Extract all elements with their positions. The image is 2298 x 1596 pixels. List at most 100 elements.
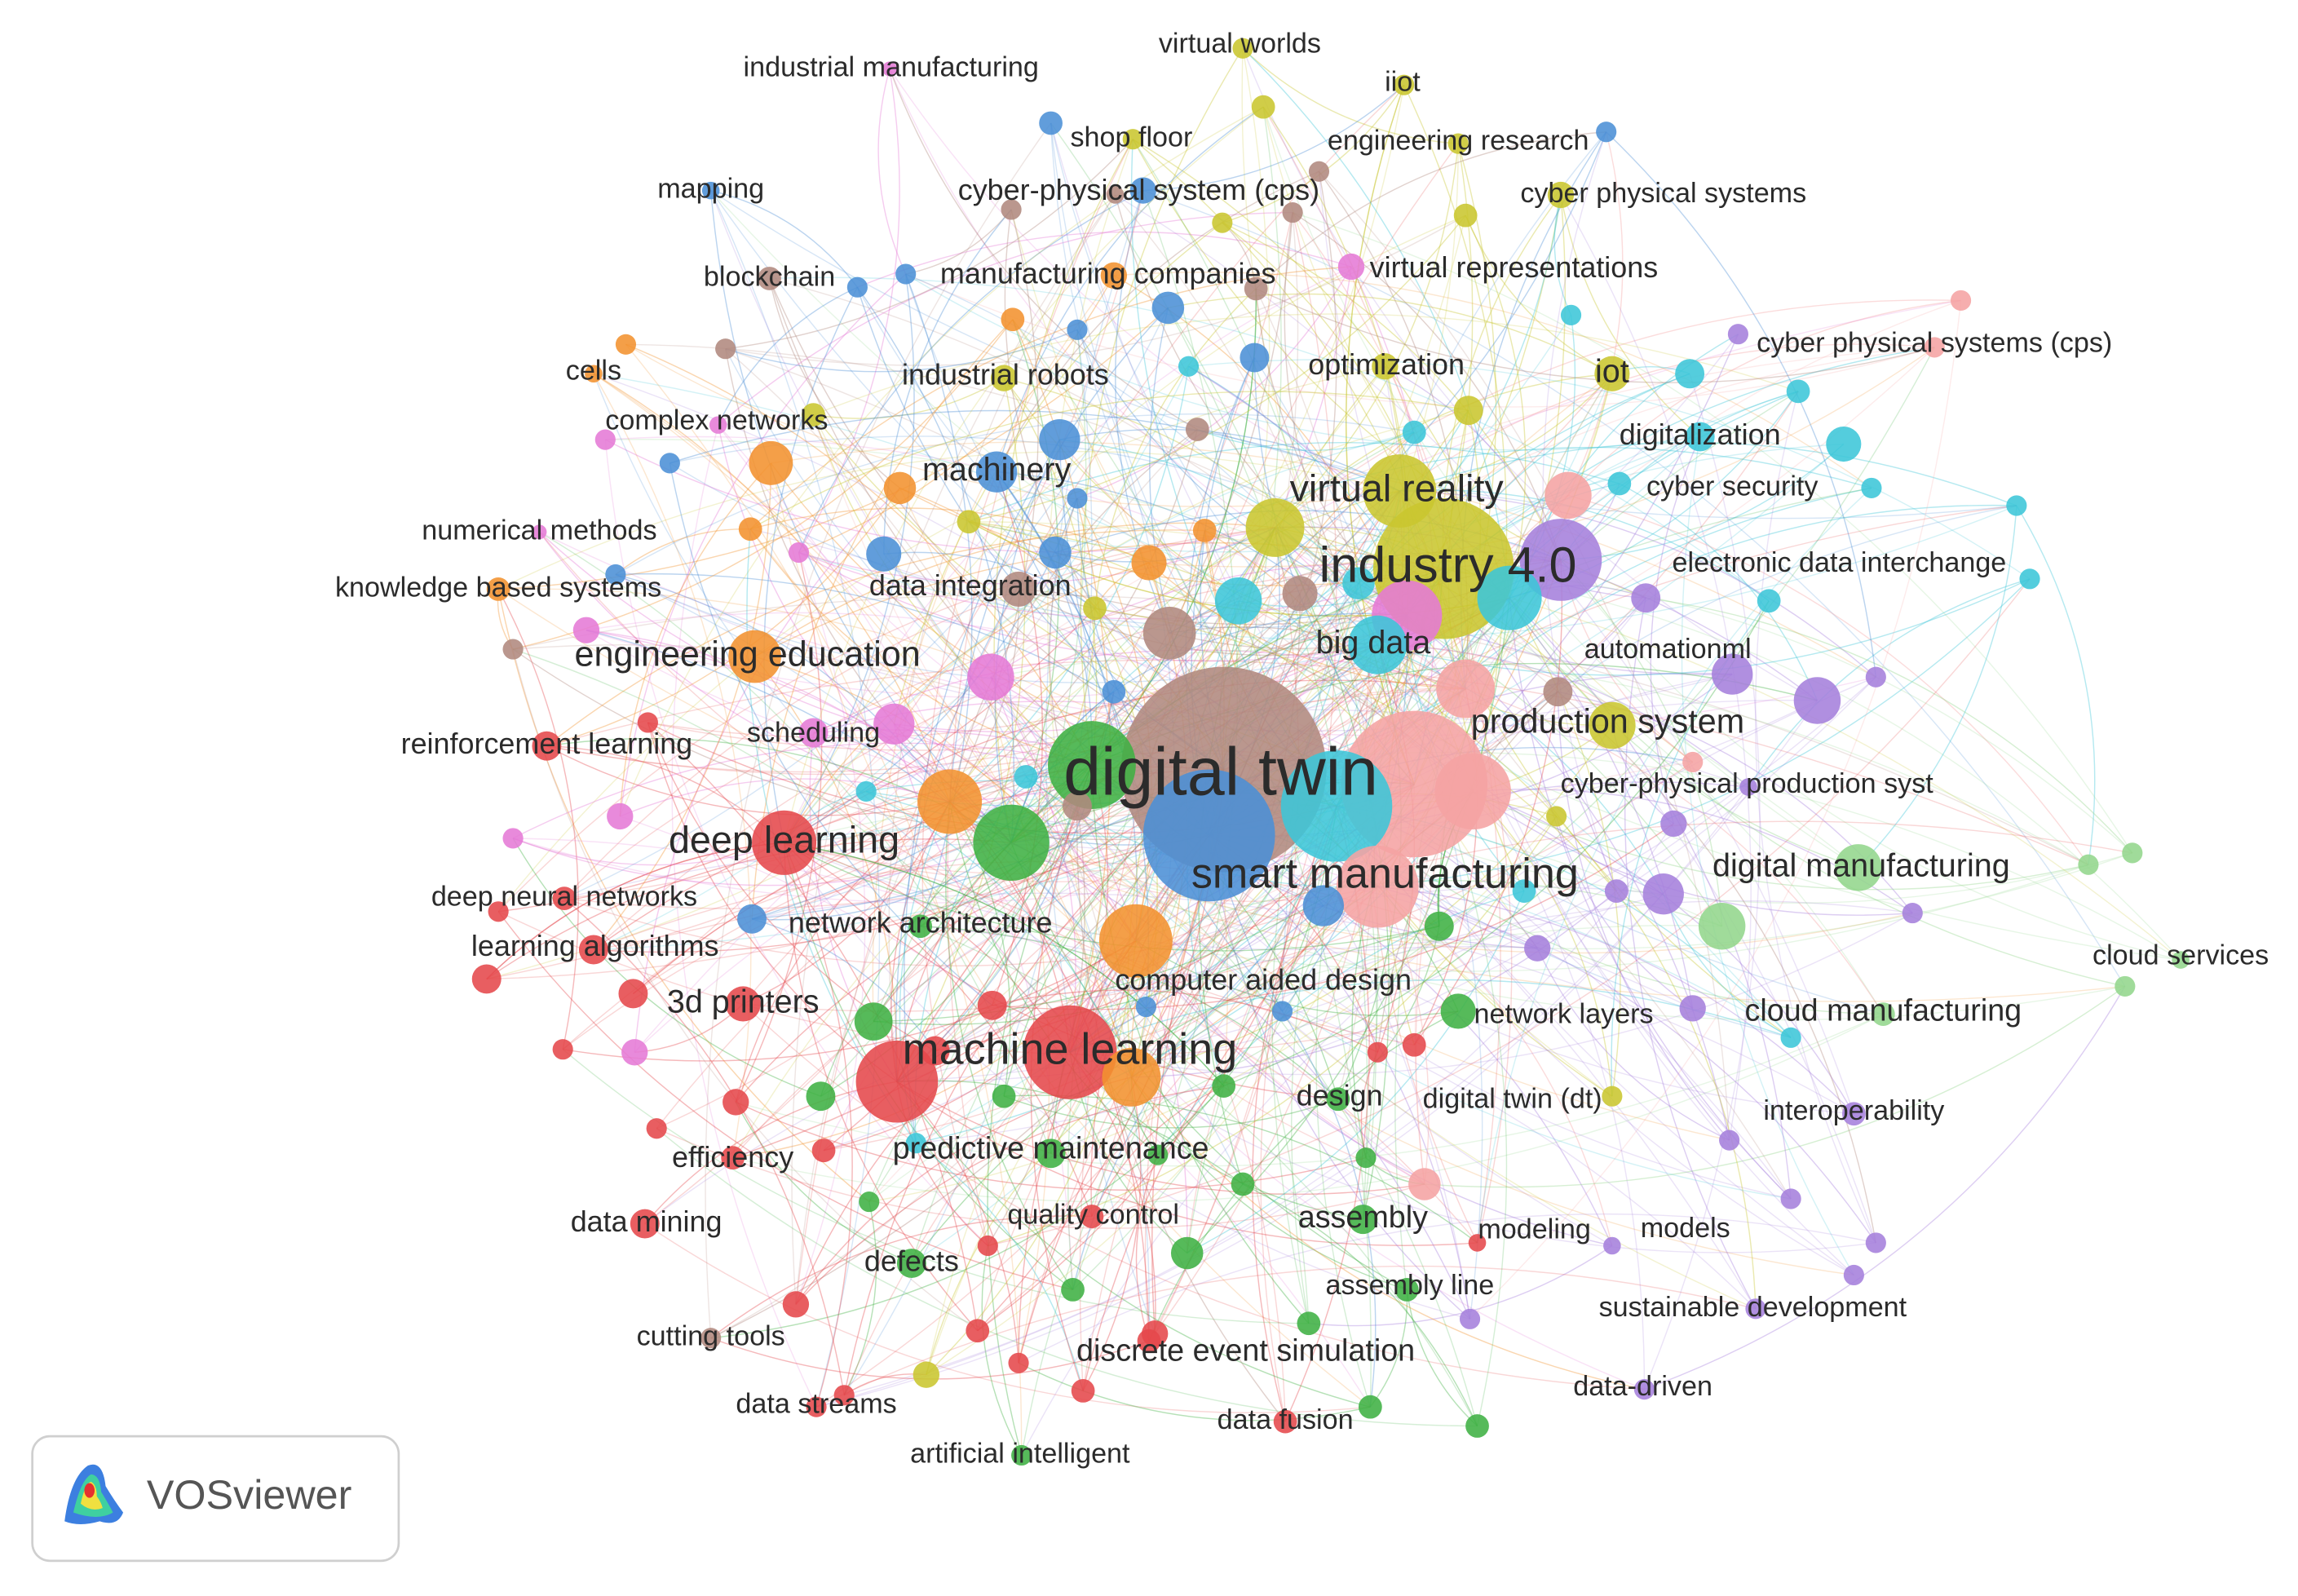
edge [1187, 598, 1510, 1254]
node-label: industry 4.0 [1319, 537, 1577, 592]
edge [563, 940, 1137, 1062]
edge [1130, 1077, 1645, 1390]
edge [1131, 1077, 1876, 1253]
node [977, 990, 1007, 1020]
edge [1377, 578, 2031, 887]
node [1826, 426, 1862, 462]
edge [1377, 643, 1694, 763]
edge [1255, 288, 1377, 1099]
edge [1509, 597, 1792, 1200]
edge [1663, 893, 1792, 1038]
node [1436, 659, 1496, 718]
edge [749, 391, 1469, 530]
node-label: machinery [922, 452, 1072, 488]
edge [968, 214, 1466, 523]
node [715, 338, 736, 360]
node [1308, 161, 1330, 182]
edge [1242, 47, 1510, 599]
edge [1135, 940, 1459, 1017]
node [1402, 1032, 1426, 1057]
edge [1018, 1213, 1876, 1364]
edge [926, 1077, 1132, 1375]
node [1102, 679, 1126, 704]
edge [1187, 891, 1525, 1254]
node-label: iiot [1385, 66, 1421, 97]
node-label: data mining [571, 1205, 723, 1238]
node-label: data-driven [1573, 1371, 1712, 1402]
node-label: predictive maintenance [893, 1131, 1209, 1165]
node [1842, 1102, 1866, 1126]
node [1843, 1264, 1864, 1286]
node [1871, 1002, 1895, 1026]
node [1337, 253, 1365, 281]
edge [497, 911, 1459, 1056]
logo-text: VOSviewer [147, 1471, 352, 1518]
edge [1069, 1051, 1363, 1220]
edge [742, 801, 951, 1005]
edge [1377, 691, 1558, 1053]
node-label: big data [1316, 625, 1431, 661]
edge [593, 373, 752, 1158]
node [1675, 359, 1705, 389]
edge [735, 801, 951, 1103]
edge [911, 926, 1439, 1264]
edge [1755, 391, 1876, 1244]
edge [1113, 272, 1872, 489]
node-label: cells [566, 355, 621, 386]
node [992, 1084, 1016, 1108]
edge [562, 687, 1466, 1050]
edge [1472, 790, 2089, 891]
edge [1148, 562, 1466, 690]
edge [1148, 527, 1300, 1342]
node [967, 653, 1014, 701]
node [1453, 396, 1483, 426]
edge [1204, 529, 1723, 927]
node [1589, 701, 1636, 749]
node-label: network architecture [789, 905, 1053, 939]
edge [644, 1222, 1371, 1413]
edge [1275, 373, 1612, 528]
edge [546, 745, 950, 816]
edge [948, 428, 1198, 802]
node [1642, 873, 1684, 915]
node-label: scheduling [747, 717, 880, 748]
node [1122, 129, 1143, 150]
edge [512, 838, 784, 866]
edge [1082, 1077, 1142, 1391]
edge [1281, 1010, 1377, 1408]
edge [795, 552, 866, 1305]
edge [1131, 891, 1617, 1078]
edge [619, 778, 950, 817]
edge [625, 343, 1023, 1456]
edge [670, 409, 1400, 492]
node [882, 61, 897, 77]
edge [656, 527, 1276, 1130]
node-label: assembly [1298, 1200, 1428, 1234]
edge [1646, 597, 2133, 854]
node-label: knowledge based systems [335, 572, 661, 603]
node [1394, 1278, 1419, 1302]
edge [615, 413, 1415, 576]
node-label: mapping [657, 174, 764, 205]
node-label: design [1297, 1078, 1383, 1112]
edge [1360, 1051, 1378, 1158]
node [1603, 1236, 1621, 1255]
edge [1560, 194, 1701, 438]
edge [1858, 505, 2017, 869]
edge [486, 842, 784, 979]
node [1039, 536, 1072, 569]
node [532, 524, 547, 540]
node-label: computer aided design [1115, 963, 1412, 997]
edge [1567, 299, 1961, 496]
edge [1275, 527, 1733, 675]
node [758, 267, 781, 290]
node [1067, 488, 1088, 509]
node [1408, 1168, 1441, 1200]
node [846, 276, 868, 298]
edge [935, 505, 2017, 1051]
edge [735, 1101, 1367, 1191]
node [1363, 454, 1437, 528]
node [585, 365, 603, 383]
edge [1465, 214, 1613, 374]
edge [1291, 568, 1444, 1324]
